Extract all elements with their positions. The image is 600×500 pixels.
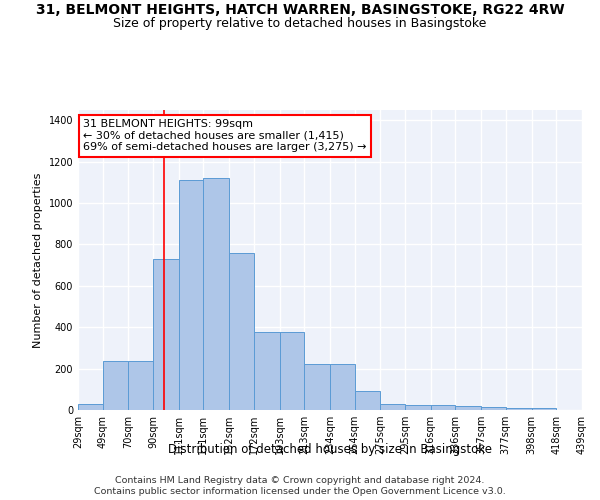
Bar — [330, 364, 355, 410]
Bar — [481, 407, 506, 410]
Bar — [78, 404, 103, 410]
Bar — [380, 404, 405, 410]
Bar — [304, 364, 330, 410]
Bar — [103, 362, 128, 410]
Bar — [280, 332, 304, 410]
Bar — [229, 253, 254, 410]
Bar — [532, 408, 556, 410]
Bar — [254, 332, 280, 410]
Text: Size of property relative to detached houses in Basingstoke: Size of property relative to detached ho… — [113, 18, 487, 30]
Bar — [203, 178, 229, 410]
Text: Contains public sector information licensed under the Open Government Licence v3: Contains public sector information licen… — [94, 488, 506, 496]
Bar — [153, 259, 179, 410]
Bar — [128, 362, 153, 410]
Bar — [431, 405, 455, 410]
Bar — [506, 408, 532, 410]
Text: Distribution of detached houses by size in Basingstoke: Distribution of detached houses by size … — [168, 442, 492, 456]
Text: Contains HM Land Registry data © Crown copyright and database right 2024.: Contains HM Land Registry data © Crown c… — [115, 476, 485, 485]
Bar — [455, 406, 481, 410]
Text: 31, BELMONT HEIGHTS, HATCH WARREN, BASINGSTOKE, RG22 4RW: 31, BELMONT HEIGHTS, HATCH WARREN, BASIN… — [35, 2, 565, 16]
Bar — [179, 180, 203, 410]
Y-axis label: Number of detached properties: Number of detached properties — [33, 172, 43, 348]
Bar — [405, 405, 431, 410]
Bar — [355, 392, 380, 410]
Text: 31 BELMONT HEIGHTS: 99sqm
← 30% of detached houses are smaller (1,415)
69% of se: 31 BELMONT HEIGHTS: 99sqm ← 30% of detac… — [83, 119, 367, 152]
